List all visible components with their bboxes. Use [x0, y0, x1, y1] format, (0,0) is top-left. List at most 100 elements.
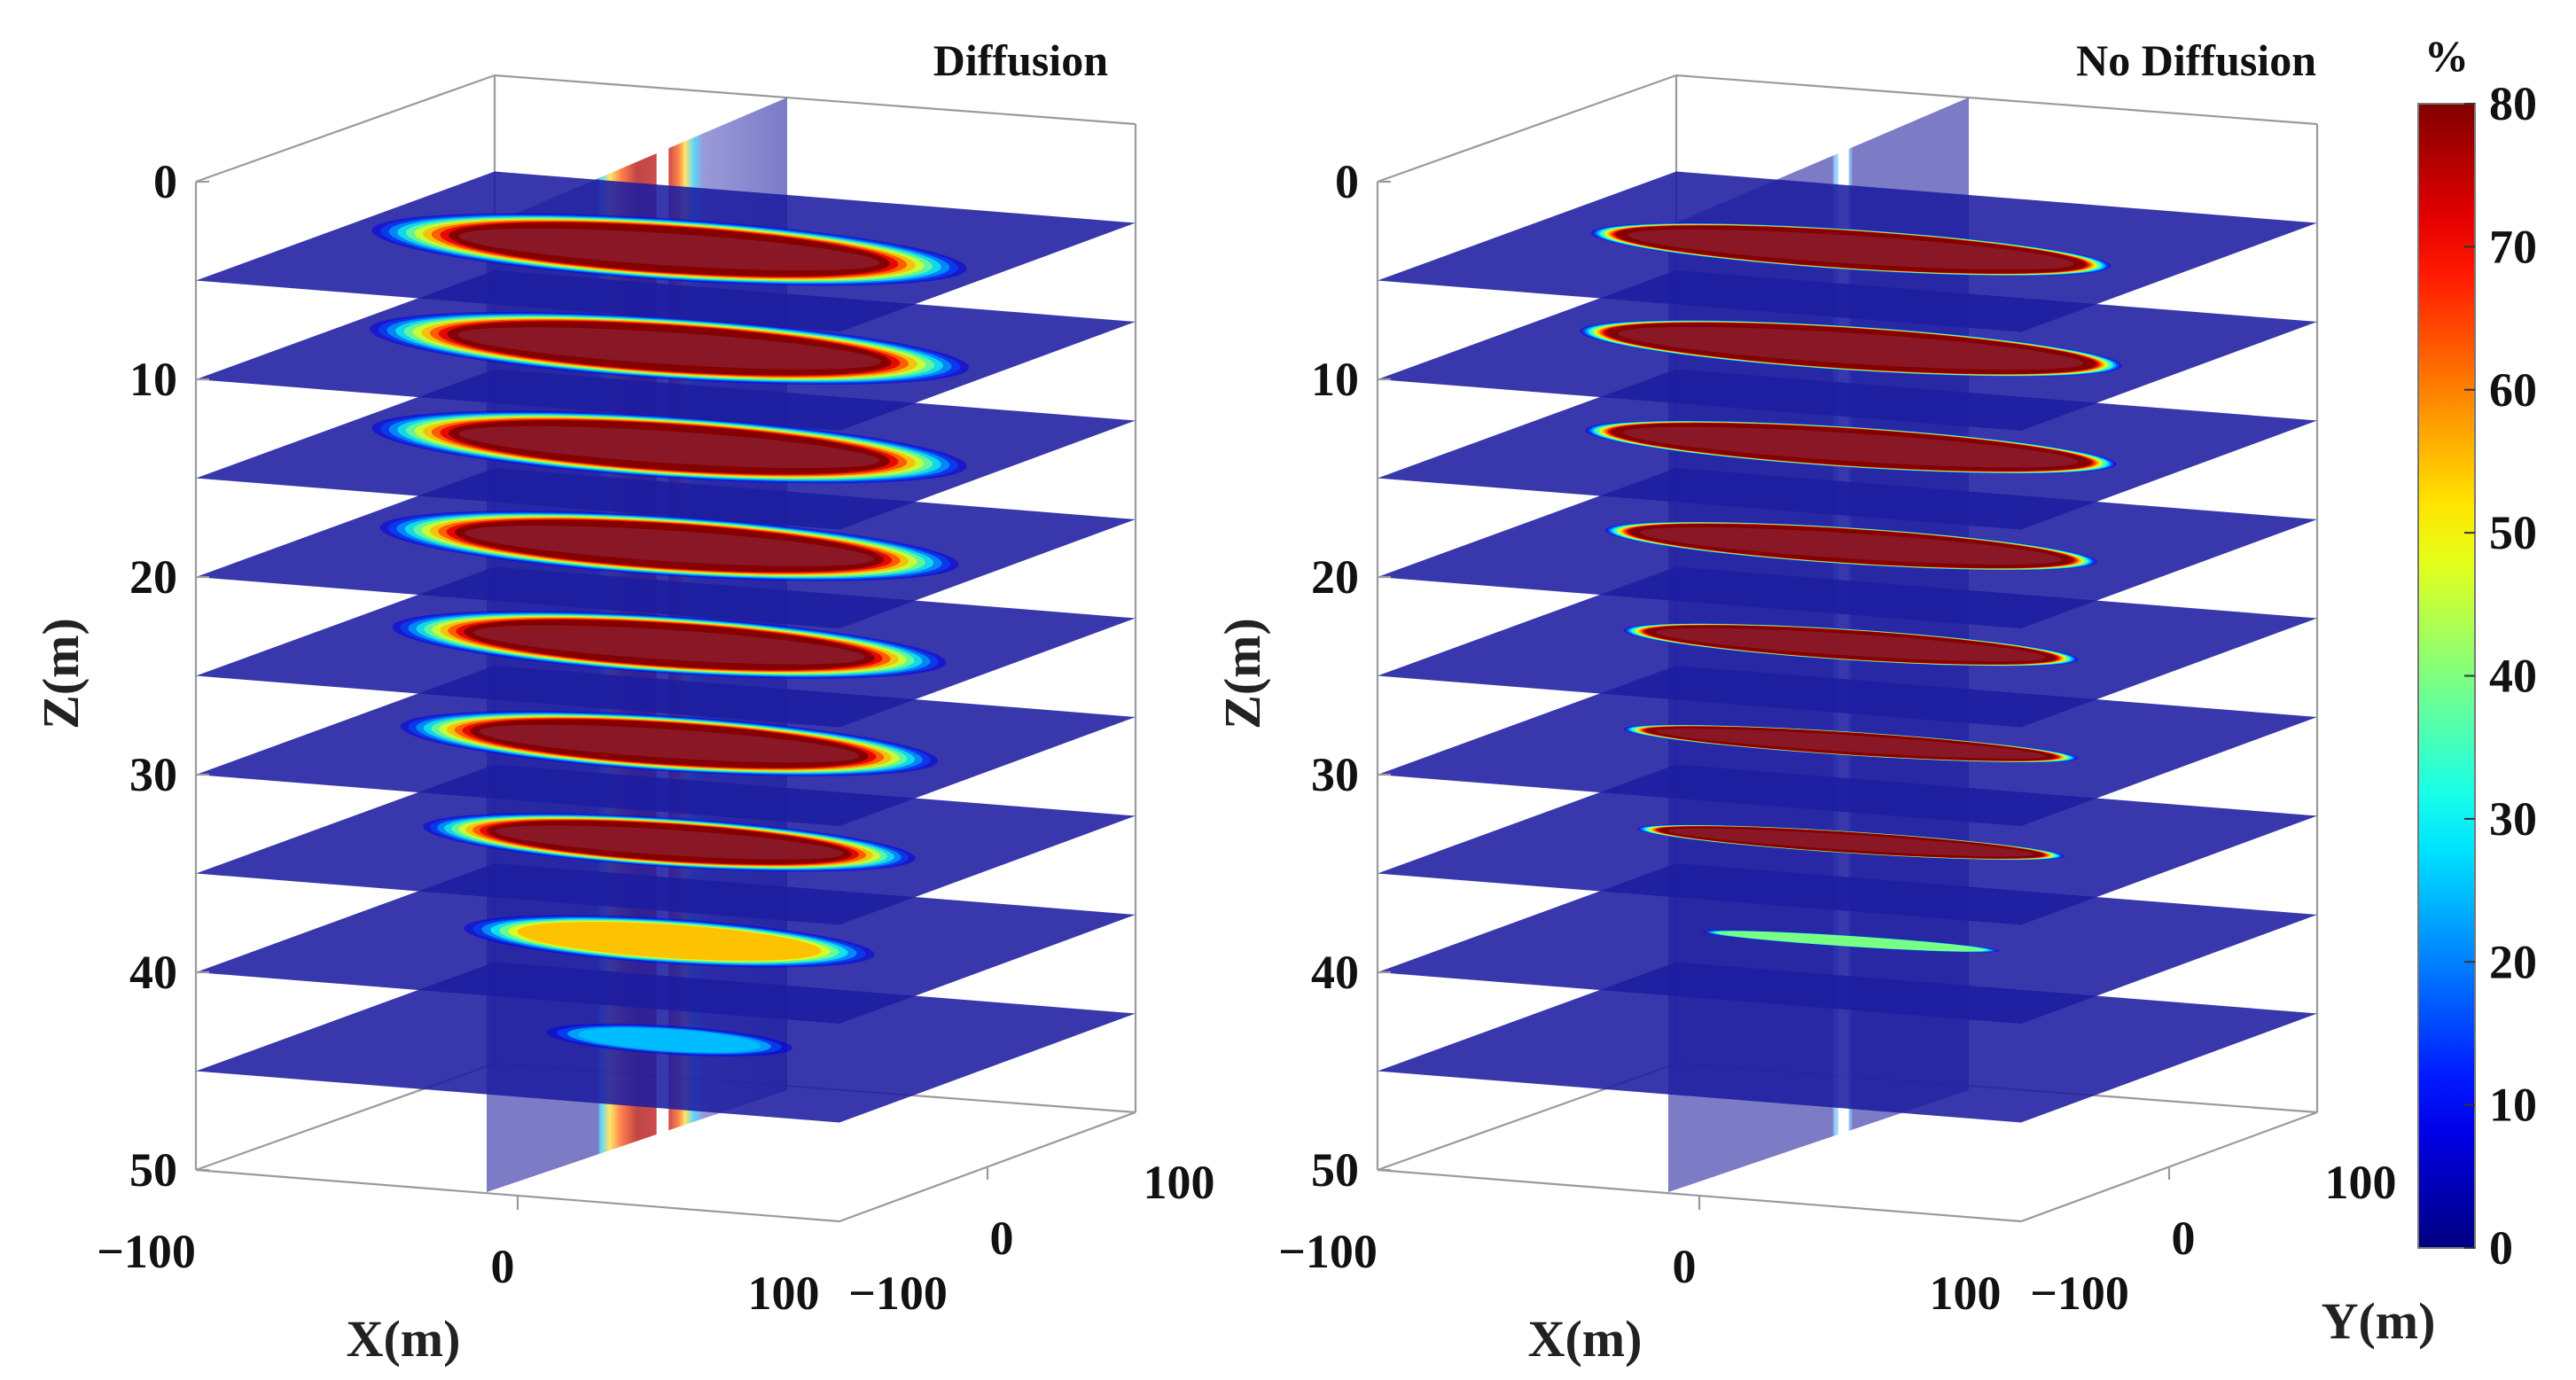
- plume-band: [371, 410, 967, 484]
- box-edge: [1675, 74, 2318, 126]
- x-tick-label: 100: [1930, 1267, 2002, 1320]
- plume-core: [458, 228, 880, 271]
- plume-core: [1628, 229, 2074, 270]
- plume-contour-25: [578, 1027, 761, 1053]
- plume-core: [1623, 426, 2079, 468]
- slice-z-25: [196, 566, 1136, 728]
- z-tick-label: 50: [129, 1143, 177, 1197]
- z-tick-label: 30: [1311, 748, 1359, 801]
- y-tick-label: −100: [2030, 1267, 2129, 1320]
- colorbar-tick-label: 50: [2489, 506, 2537, 559]
- z-tick-label: 20: [1311, 550, 1359, 604]
- slice-z-30: [196, 666, 1136, 826]
- z-tick-label: 0: [1335, 155, 1359, 208]
- plume-band: [1702, 930, 2000, 953]
- panel-diffusion: 0 10 20 30 40 50 −100 0 100 −100 0 100 X(m) Z(m) Diffu…: [32, 35, 1215, 1368]
- plume-band: [1623, 724, 2079, 763]
- slice-z-15: [196, 369, 1136, 530]
- plume-band: [546, 1023, 792, 1057]
- plume-band: [1580, 320, 2122, 377]
- panel-title: Diffusion: [933, 35, 1108, 85]
- z-tick-label: 20: [129, 550, 177, 604]
- plume-core: [458, 425, 880, 469]
- y-axis-label: Y(m): [2322, 1292, 2436, 1350]
- colorbar-tick-label: 20: [2489, 935, 2537, 988]
- slice-z-10: [196, 270, 1136, 431]
- slice-plane: [1378, 962, 2317, 1123]
- colorbar-tick-label: 80: [2489, 77, 2537, 130]
- x-axis-label: X(m): [1528, 1310, 1643, 1368]
- plume-core: [479, 724, 860, 763]
- plume-band: [369, 311, 970, 386]
- z-tick-label: 0: [153, 155, 177, 208]
- plume-band: [423, 813, 916, 872]
- box-edge: [195, 74, 496, 183]
- colorbar-tick-label: 0: [2489, 1221, 2513, 1275]
- plume-band: [1623, 623, 2079, 667]
- box-edge: [1377, 74, 1677, 183]
- plume-band: [1590, 222, 2112, 277]
- y-tick-label: 100: [2325, 1156, 2397, 1209]
- slice-z-35: [1378, 764, 2317, 925]
- plume-contour-55: [517, 922, 822, 961]
- x-axis: [195, 1168, 840, 1223]
- x-tick-label: −100: [1278, 1225, 1378, 1278]
- plume-band: [379, 511, 959, 581]
- slice-z-10: [1378, 270, 2317, 431]
- plume-band: [371, 213, 967, 286]
- z-tick-label: 40: [1311, 946, 1359, 999]
- colorbar-tick-label: 30: [2489, 792, 2537, 846]
- y-tick-label: 0: [990, 1212, 1014, 1265]
- x-tick-label: −100: [97, 1225, 196, 1278]
- slice-z-40: [1378, 863, 2317, 1024]
- plume-band: [1637, 824, 2065, 861]
- colorbar-tick-label: 40: [2489, 650, 2537, 703]
- slice-z-15: [1378, 369, 2317, 530]
- plume-core: [1667, 828, 2034, 857]
- plume-core: [1639, 526, 2063, 565]
- slice-z-5: [1378, 171, 2317, 332]
- slice-z-20: [1378, 468, 2317, 628]
- plume-band: [1585, 420, 2117, 474]
- slice-z-20: [196, 468, 1136, 628]
- plume-band: [400, 711, 939, 776]
- slice-z-45: [1378, 962, 2317, 1123]
- colorbar: 0 10 20 30 40 50 60 70 80%: [2417, 31, 2537, 1275]
- plume-band: [392, 611, 947, 679]
- slice-z-25: [1378, 566, 2317, 728]
- x-tick-label: 0: [1673, 1240, 1697, 1293]
- z-tick-label: 10: [1311, 353, 1359, 406]
- plume-contour-40: [1716, 931, 1986, 952]
- colorbar-label: %: [2424, 31, 2469, 81]
- plume-core: [1655, 728, 2047, 760]
- plume-band: [1604, 521, 2097, 571]
- colorbar-tick-label: 10: [2489, 1079, 2537, 1132]
- slice-z-45: [196, 962, 1136, 1123]
- z-tick-label: 40: [129, 946, 177, 999]
- colorbar-tick-label: 70: [2489, 220, 2537, 273]
- z-tick-label: 50: [1311, 1143, 1359, 1197]
- x-axis-label: X(m): [347, 1310, 461, 1368]
- slice-z-35: [196, 764, 1136, 925]
- y-tick-label: 100: [1144, 1156, 1215, 1209]
- z-tick-label: 10: [129, 353, 177, 406]
- plume-core: [1618, 326, 2084, 370]
- box-edge: [494, 74, 1136, 126]
- plume-band: [464, 915, 875, 968]
- slice-z-30: [1378, 666, 2317, 826]
- slice-z-5: [196, 171, 1136, 332]
- x-tick-label: 0: [491, 1240, 515, 1293]
- plume-core: [495, 825, 844, 860]
- colorbar-tick-label: 60: [2489, 363, 2537, 417]
- plume-core: [1655, 628, 2047, 662]
- panel-no-diffusion: 0 10 20 30 40 50 −100 0 100 −100 0 100 X(m) Y(m) Z(m) N…: [1214, 35, 2435, 1368]
- slice-z-40: [196, 863, 1136, 1024]
- z-axis-label: Z(m): [32, 618, 90, 729]
- x-axis: [1377, 1168, 2022, 1223]
- plume-core: [464, 526, 874, 566]
- plume-core: [473, 625, 865, 665]
- z-axis-label: Z(m): [1214, 618, 1271, 729]
- plume-core: [457, 327, 881, 370]
- y-tick-label: −100: [848, 1267, 948, 1320]
